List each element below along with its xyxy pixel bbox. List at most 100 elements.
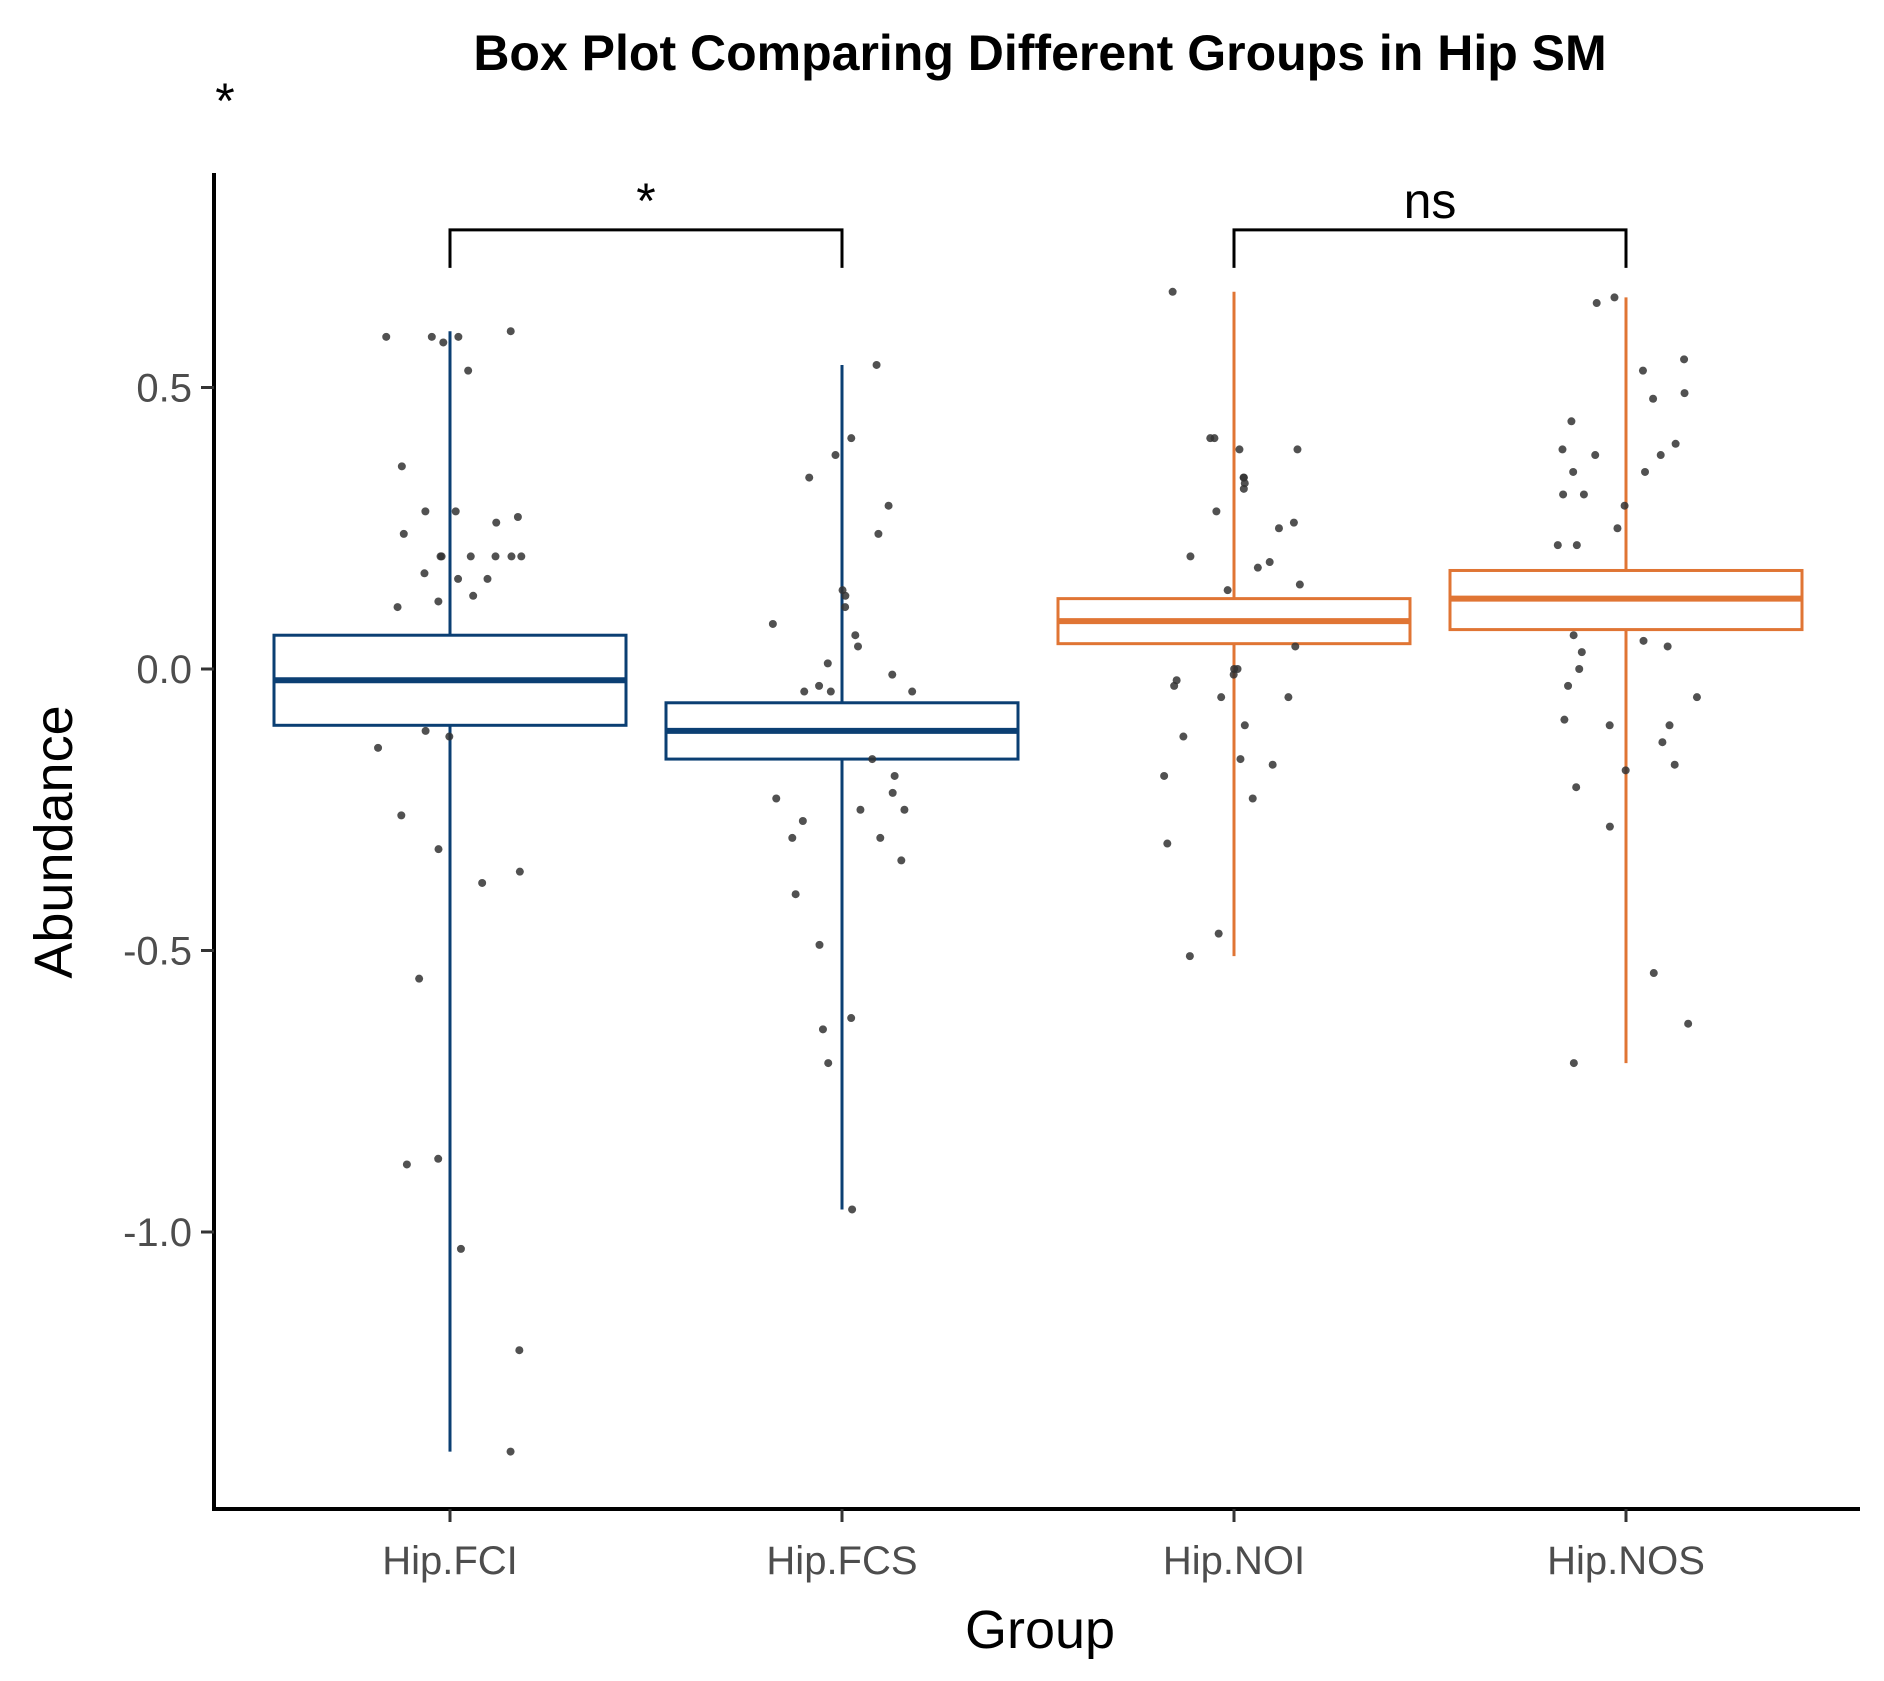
data-point (897, 856, 906, 865)
data-point (1620, 501, 1629, 510)
comparison-label: ns (1404, 173, 1457, 229)
data-point (397, 811, 406, 820)
data-point (421, 726, 430, 735)
data-point (1240, 721, 1249, 730)
data-point (1265, 558, 1274, 567)
data-point (517, 552, 526, 561)
y-tick-label: -0.5 (123, 930, 192, 974)
data-point (1217, 693, 1226, 702)
data-point (1605, 822, 1614, 831)
data-point (1239, 484, 1248, 493)
data-point (1214, 929, 1223, 938)
data-point (1558, 445, 1567, 454)
data-point (847, 434, 856, 443)
data-point (1295, 580, 1304, 589)
data-point (1291, 642, 1300, 651)
data-point (876, 833, 885, 842)
data-point (1186, 552, 1195, 561)
data-point (1649, 969, 1658, 978)
data-point (1179, 732, 1188, 741)
data-point (854, 642, 863, 651)
data-point (1567, 417, 1576, 426)
y-tick-label: 0.5 (136, 367, 192, 411)
data-point (451, 507, 460, 516)
x-tick-label: Hip.FCI (382, 1539, 518, 1583)
global-significance-label: * (215, 73, 234, 129)
data-point (1572, 783, 1581, 792)
data-point (1579, 490, 1588, 499)
data-point (515, 867, 524, 876)
data-point (507, 552, 516, 561)
data-point (1560, 715, 1569, 724)
data-point (815, 940, 824, 949)
data-point (420, 569, 429, 578)
x-tick-label: Hip.NOI (1163, 1539, 1305, 1583)
data-point (1591, 451, 1600, 460)
data-point (908, 687, 917, 696)
data-point (1621, 766, 1630, 775)
comparison-label: * (636, 173, 655, 229)
y-axis-title: Abundance (24, 705, 84, 978)
data-point (445, 732, 454, 741)
data-point (1160, 771, 1169, 780)
data-point (1274, 524, 1283, 533)
data-point (788, 833, 797, 842)
data-point (1248, 794, 1257, 803)
data-point (772, 794, 781, 803)
plot-area: -1.0 -0.5 0.0 0.5 Hip.FCI Hip.FCS Hip.NOI Hip.N… (123, 173, 1860, 1583)
data-point (818, 1025, 827, 1034)
data-point (1658, 738, 1667, 747)
data-point (1575, 665, 1584, 673)
data-point (800, 687, 809, 696)
data-point (1206, 434, 1215, 443)
data-point (868, 755, 877, 764)
data-point (1163, 839, 1172, 848)
data-point (515, 1346, 524, 1355)
data-point (888, 670, 897, 679)
data-point (434, 845, 443, 854)
data-point (890, 771, 899, 780)
data-point (1185, 952, 1194, 961)
data-point (454, 332, 463, 341)
data-point (1212, 507, 1221, 516)
data-point (1168, 287, 1177, 296)
data-point (1233, 665, 1242, 673)
data-point (1577, 648, 1586, 657)
data-point (791, 890, 800, 899)
data-point (469, 591, 478, 600)
data-point (815, 681, 824, 690)
data-point (874, 529, 883, 538)
data-point (1680, 389, 1689, 398)
data-point (1289, 518, 1298, 527)
data-point (415, 974, 424, 983)
data-point (491, 552, 500, 561)
data-point (478, 878, 487, 887)
data-point (841, 591, 850, 600)
data-point (1605, 721, 1614, 730)
data-point (397, 462, 406, 471)
data-point (831, 451, 840, 460)
x-axis-title: Group (965, 1600, 1115, 1660)
data-point (466, 552, 475, 561)
data-point (1236, 755, 1245, 764)
data-point (798, 817, 807, 826)
data-point (382, 332, 391, 341)
data-point (888, 788, 897, 797)
data-point (1284, 693, 1293, 702)
data-point (1638, 366, 1647, 375)
y-tick-label: 0.0 (136, 648, 192, 692)
data-point (1569, 631, 1578, 640)
data-point (1610, 293, 1619, 302)
data-point (1559, 490, 1568, 499)
data-point (847, 1014, 856, 1023)
data-point (1639, 636, 1648, 645)
data-point (1170, 681, 1179, 690)
data-point (393, 603, 402, 612)
data-point (1692, 693, 1701, 702)
data-point (506, 1447, 515, 1456)
data-point (848, 1205, 857, 1214)
comparison-bracket (1232, 228, 1628, 268)
data-point (434, 597, 443, 606)
data-point (1684, 1019, 1693, 1028)
